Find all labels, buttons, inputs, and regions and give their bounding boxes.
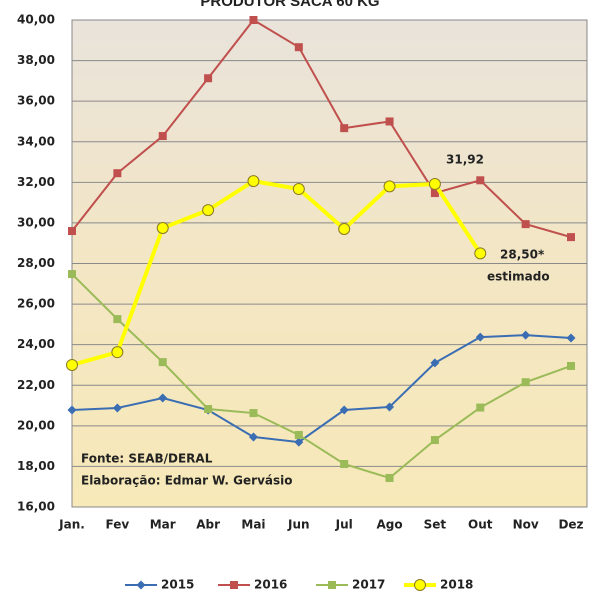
point xyxy=(157,222,168,233)
y-tick-label: 22,00 xyxy=(17,378,55,392)
point xyxy=(203,205,214,216)
point xyxy=(476,404,484,412)
point xyxy=(340,124,348,132)
point xyxy=(68,270,76,278)
annotation: Elaboração: Edmar W. Gervásio xyxy=(81,474,293,488)
point xyxy=(429,178,440,189)
point xyxy=(567,362,575,370)
point xyxy=(476,176,484,184)
point xyxy=(339,224,350,235)
legend-marker xyxy=(137,581,146,590)
point xyxy=(248,176,259,187)
chart-title: PRODUTOR SACA 60 KG xyxy=(200,0,379,10)
point xyxy=(522,220,530,228)
legend-marker xyxy=(230,581,238,589)
point xyxy=(67,359,78,370)
point xyxy=(204,405,212,413)
point xyxy=(522,378,530,386)
y-tick-label: 34,00 xyxy=(17,134,55,148)
legend-label: 2018 xyxy=(440,578,473,592)
y-tick-label: 20,00 xyxy=(17,418,55,432)
legend-marker xyxy=(415,580,426,591)
point xyxy=(159,132,167,140)
x-tick-label: Fev xyxy=(106,518,130,532)
page: {"chart_data": {"type": "line", "title":… xyxy=(0,0,590,593)
legend-label: 2016 xyxy=(254,578,287,592)
x-tick-label: Mai xyxy=(241,518,265,532)
x-tick-label: Jul xyxy=(335,518,353,532)
y-tick-label: 24,00 xyxy=(17,337,55,351)
point xyxy=(384,181,395,192)
legend-label: 2017 xyxy=(352,578,385,592)
point xyxy=(113,169,121,177)
x-tick-label: Jun xyxy=(287,518,310,532)
legend-marker xyxy=(328,581,336,589)
x-tick-label: Jan. xyxy=(58,518,85,532)
point xyxy=(112,347,123,358)
point xyxy=(295,431,303,439)
annotation: Fonte: SEAB/DERAL xyxy=(81,452,213,466)
annotation: estimado xyxy=(487,270,550,284)
chart: PRODUTOR SACA 60 KG 16,00 18,00 20,00 22,00… xyxy=(0,0,590,593)
x-tick-label: Set xyxy=(424,518,447,532)
point xyxy=(249,16,257,24)
point xyxy=(68,227,76,235)
point xyxy=(340,460,348,468)
point xyxy=(159,358,167,366)
point xyxy=(113,315,121,323)
point xyxy=(386,474,394,482)
point xyxy=(293,184,304,195)
y-tick-label: 26,00 xyxy=(17,297,55,311)
y-tick-label: 32,00 xyxy=(17,175,55,189)
y-tick-label: 38,00 xyxy=(17,53,55,67)
y-tick-label: 40,00 xyxy=(17,13,55,27)
legend-label: 2015 xyxy=(161,578,194,592)
point xyxy=(567,233,575,241)
x-tick-label: Out xyxy=(468,518,493,532)
point xyxy=(249,409,257,417)
x-tick-label: Nov xyxy=(513,518,539,532)
point xyxy=(475,248,486,259)
x-tick-label: Mar xyxy=(150,518,176,532)
annotation: 31,92 xyxy=(446,153,484,167)
x-tick-label: Ago xyxy=(376,518,402,532)
y-tick-label: 30,00 xyxy=(17,215,55,229)
point xyxy=(204,74,212,82)
x-tick-label: Dez xyxy=(558,518,583,532)
point xyxy=(386,117,394,125)
y-tick-label: 36,00 xyxy=(17,94,55,108)
y-tick-label: 28,00 xyxy=(17,256,55,270)
x-tick-label: Abr xyxy=(196,518,220,532)
y-tick-label: 18,00 xyxy=(17,459,55,473)
point xyxy=(431,436,439,444)
point xyxy=(295,43,303,51)
y-tick-label: 16,00 xyxy=(17,500,55,514)
annotation: 28,50* xyxy=(500,248,545,262)
